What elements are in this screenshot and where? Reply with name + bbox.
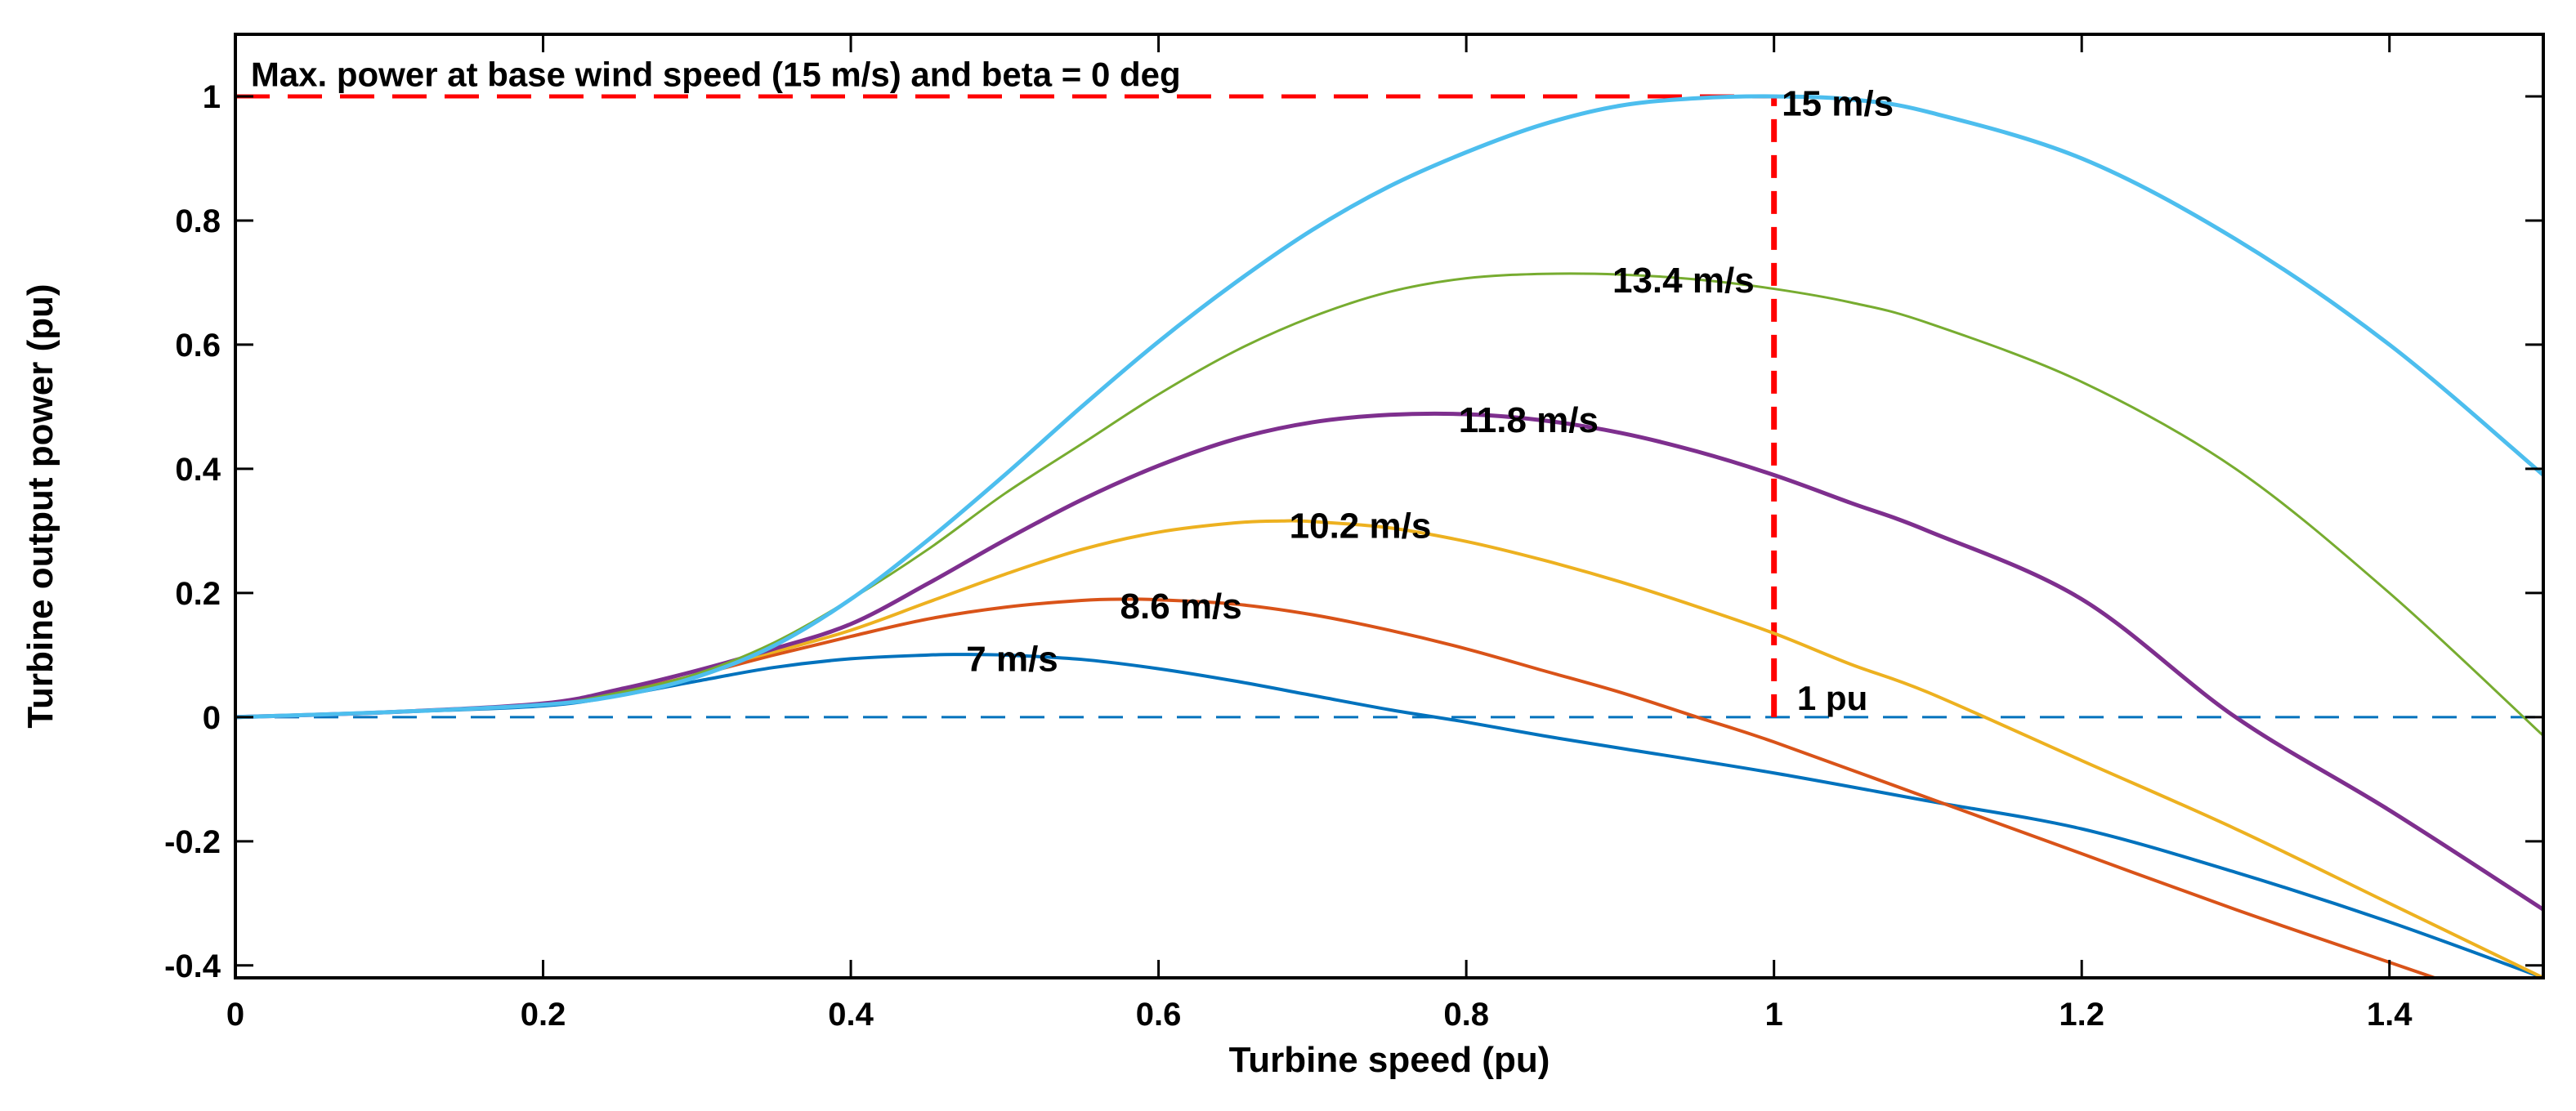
series-group (235, 94, 2543, 978)
curve-labels: 7 m/s 8.6 m/s 10.2 m/s 11.8 m/s 13.4 m/s 15 m… (966, 84, 1894, 680)
series-line-1 (235, 597, 2440, 978)
plot-frame (234, 33, 2545, 979)
reference-lines (235, 94, 2543, 719)
x-tick-label: 1.2 (2059, 997, 2104, 1033)
curve-label: 8.6 m/s (1120, 587, 1242, 627)
y-tick-label: 0.2 (175, 576, 221, 612)
series-line-2 (235, 519, 2543, 978)
y-tick-label: 0.4 (175, 452, 221, 488)
y-tick-label: 0.6 (175, 328, 221, 364)
x-tick-label: 0.6 (1136, 997, 1182, 1033)
x-tick-label: 1.4 (2367, 997, 2413, 1033)
curve-label: 7 m/s (966, 640, 1058, 680)
y-tick-label: 0 (203, 700, 221, 736)
y-axis-title: Turbine output power (pu) (20, 283, 60, 728)
x-axis-title: Turbine speed (pu) (1229, 1040, 1550, 1080)
axis-ticks: 0 0.2 0.4 0.6 0.8 1 1.2 1.4 -0.4 -0.2 0 0.2 0.4 0.6 0.… (164, 34, 2543, 1033)
y-tick-label: 0.8 (175, 203, 221, 239)
series-line-4 (235, 272, 2543, 737)
y-tick-label: 1 (203, 79, 221, 115)
x-tick-label: 0.2 (521, 997, 566, 1033)
base-speed-annotation: 1 pu (1797, 679, 1867, 717)
curve-label: 10.2 m/s (1290, 506, 1432, 546)
curve-label: 11.8 m/s (1459, 400, 1599, 440)
y-tick-label: -0.2 (164, 824, 221, 860)
x-tick-label: 0 (226, 997, 244, 1033)
curve-label: 15 m/s (1782, 84, 1894, 124)
x-tick-label: 0.8 (1443, 997, 1489, 1033)
series-line-3 (235, 411, 2543, 912)
y-tick-label: -0.4 (164, 948, 221, 984)
x-tick-label: 0.4 (828, 997, 874, 1033)
x-tick-label: 1 (1765, 997, 1783, 1033)
series-line-5 (235, 94, 2543, 720)
curve-label: 13.4 m/s (1612, 261, 1755, 301)
max-power-annotation: Max. power at base wind speed (15 m/s) a… (251, 55, 1181, 93)
